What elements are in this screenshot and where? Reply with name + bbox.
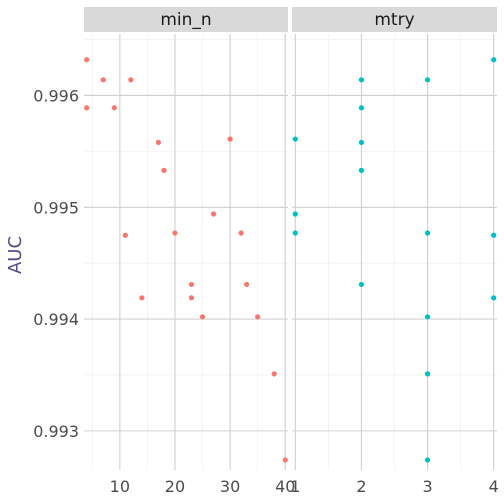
x-tick-label: 10 [110, 477, 130, 496]
data-point [358, 105, 365, 111]
data-point [139, 295, 145, 301]
facet-strip-label: mtry [374, 10, 414, 30]
data-point [155, 139, 162, 146]
data-point [210, 211, 217, 217]
data-point [199, 314, 206, 320]
data-point [292, 230, 298, 236]
data-point [172, 230, 178, 236]
y-tick-label: 0.993 [33, 422, 79, 441]
panel-min_n: min_n 10 20 30 40 [84, 7, 295, 496]
y-tick-label: 0.994 [33, 310, 79, 329]
x-tick-label: 3 [422, 477, 432, 496]
facet-strip-label: min_n [160, 10, 211, 30]
facet-strip-min_n [84, 7, 288, 32]
data-point [424, 314, 431, 320]
x-tick-label: 40 [275, 477, 295, 496]
x-tick-label: 2 [356, 477, 366, 496]
facet-strip-mtry [292, 7, 497, 32]
data-point [358, 77, 365, 83]
x-tick-label: 4 [489, 477, 499, 496]
data-point [84, 57, 90, 63]
data-point [292, 136, 298, 142]
x-tick-label: 1 [290, 477, 300, 496]
x-tick-label: 30 [220, 477, 240, 496]
data-point [271, 371, 277, 377]
data-point [84, 105, 90, 111]
y-tick-label: 0.996 [33, 86, 79, 105]
data-point [244, 281, 250, 288]
data-point [111, 105, 117, 111]
data-point [161, 167, 167, 173]
data-point [188, 295, 195, 301]
data-point [424, 457, 431, 463]
data-point [128, 77, 134, 83]
y-axis-title: AUC [5, 236, 26, 274]
data-point [292, 211, 298, 217]
data-point [188, 281, 195, 288]
y-tick-label: 0.995 [33, 198, 79, 217]
data-point [122, 232, 128, 238]
data-point [424, 230, 431, 236]
data-point [491, 232, 497, 238]
data-point [491, 295, 497, 301]
data-point [424, 371, 431, 377]
data-point [424, 77, 431, 83]
x-tick-label: 20 [165, 477, 185, 496]
data-point [491, 57, 497, 63]
y-axis-tick-labels: 0.993 0.994 0.995 0.996 [33, 86, 79, 440]
data-point [358, 167, 365, 173]
data-point [227, 136, 233, 142]
data-point [255, 314, 261, 320]
data-point [238, 230, 244, 236]
panel-mtry: mtry 1 2 3 4 [290, 7, 499, 496]
data-point [100, 77, 106, 83]
data-point [282, 457, 288, 463]
data-point [358, 281, 365, 288]
data-point [358, 139, 365, 146]
